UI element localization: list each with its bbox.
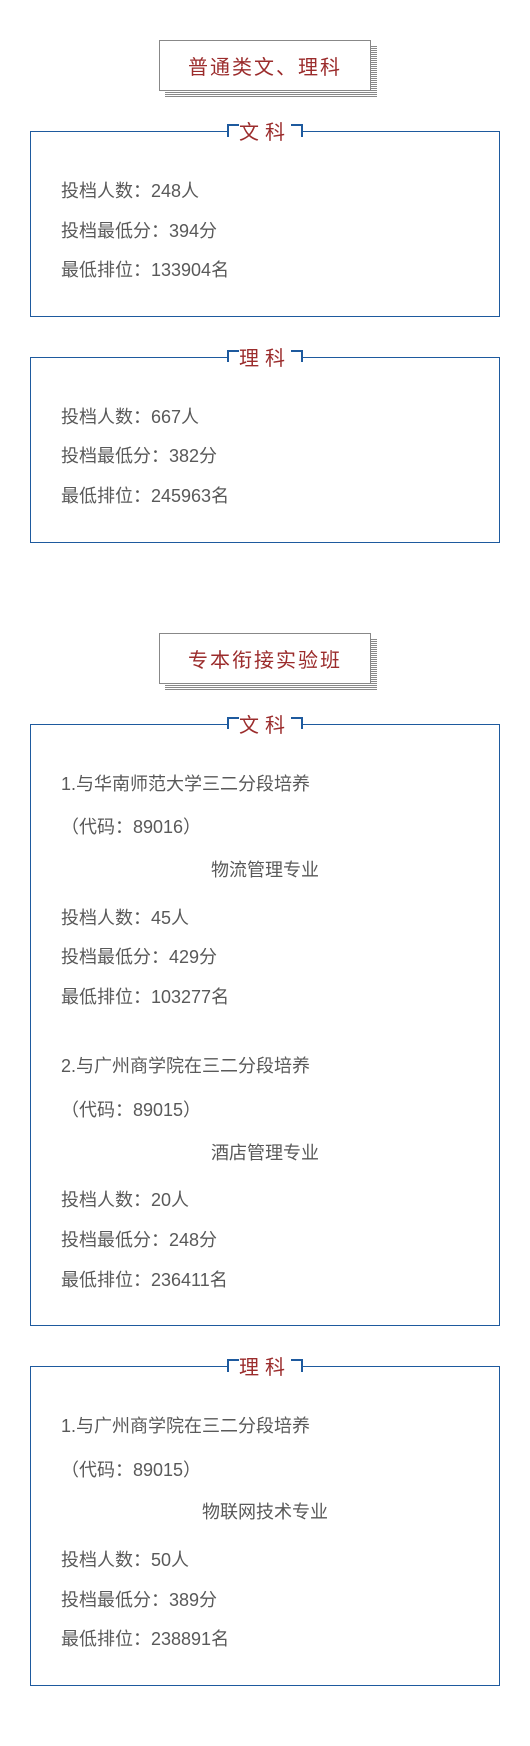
stat-row: 投档最低分：389分 [61, 1581, 469, 1621]
program-major: 物流管理专业 [61, 851, 469, 891]
program-code: （代码：89016） [61, 804, 469, 851]
section-header-general: 普通类文、理科 [159, 40, 371, 91]
program-code: （代码：89015） [61, 1087, 469, 1134]
stat-row: 投档人数：667人 [61, 398, 469, 438]
stat-row: 投档人数：45人 [61, 899, 469, 939]
program-block: 2.与广州商学院在三二分段培养 （代码：89015） 酒店管理专业 投档人数：2… [61, 1047, 469, 1300]
card-label-text: 理科 [239, 1357, 291, 1379]
program-title: 1.与华南师范大学三二分段培养 [61, 765, 469, 805]
card-label-text: 文科 [239, 715, 291, 737]
card-like-bridge: 理科 1.与广州商学院在三二分段培养 （代码：89015） 物联网技术专业 投档… [30, 1366, 500, 1686]
header-title: 专本衔接实验班 [188, 650, 342, 672]
card-label: 文科 [227, 116, 303, 145]
program-major: 酒店管理专业 [61, 1134, 469, 1174]
card-like-general: 理科 投档人数：667人 投档最低分：382分 最低排位：245963名 [30, 357, 500, 543]
card-label-text: 理科 [239, 348, 291, 370]
stat-row: 最低排位：238891名 [61, 1620, 469, 1660]
stat-row: 投档最低分：394分 [61, 212, 469, 252]
stat-row: 投档最低分：429分 [61, 938, 469, 978]
stat-row: 投档人数：248人 [61, 172, 469, 212]
card-wenke-bridge: 文科 1.与华南师范大学三二分段培养 （代码：89016） 物流管理专业 投档人… [30, 724, 500, 1327]
stat-row: 投档人数：20人 [61, 1181, 469, 1221]
program-block: 1.与广州商学院在三二分段培养 （代码：89015） 物联网技术专业 投档人数：… [61, 1407, 469, 1660]
program-block: 1.与华南师范大学三二分段培养 （代码：89016） 物流管理专业 投档人数：4… [61, 765, 469, 1018]
stat-row: 最低排位：103277名 [61, 978, 469, 1018]
stat-row: 投档最低分：248分 [61, 1221, 469, 1261]
program-title: 1.与广州商学院在三二分段培养 [61, 1407, 469, 1447]
program-title: 2.与广州商学院在三二分段培养 [61, 1047, 469, 1087]
card-label-text: 文科 [239, 122, 291, 144]
program-code: （代码：89015） [61, 1447, 469, 1494]
card-label: 理科 [227, 342, 303, 371]
header-box: 普通类文、理科 [159, 40, 371, 91]
stat-row: 投档人数：50人 [61, 1541, 469, 1581]
program-major: 物联网技术专业 [61, 1493, 469, 1533]
stat-row: 最低排位：245963名 [61, 477, 469, 517]
section-header-bridge: 专本衔接实验班 [159, 633, 371, 684]
card-wenke-general: 文科 投档人数：248人 投档最低分：394分 最低排位：133904名 [30, 131, 500, 317]
stat-row: 最低排位：236411名 [61, 1261, 469, 1301]
header-box: 专本衔接实验班 [159, 633, 371, 684]
card-label: 文科 [227, 709, 303, 738]
stat-row: 投档最低分：382分 [61, 437, 469, 477]
header-title: 普通类文、理科 [188, 57, 342, 79]
card-label: 理科 [227, 1351, 303, 1380]
stat-row: 最低排位：133904名 [61, 251, 469, 291]
